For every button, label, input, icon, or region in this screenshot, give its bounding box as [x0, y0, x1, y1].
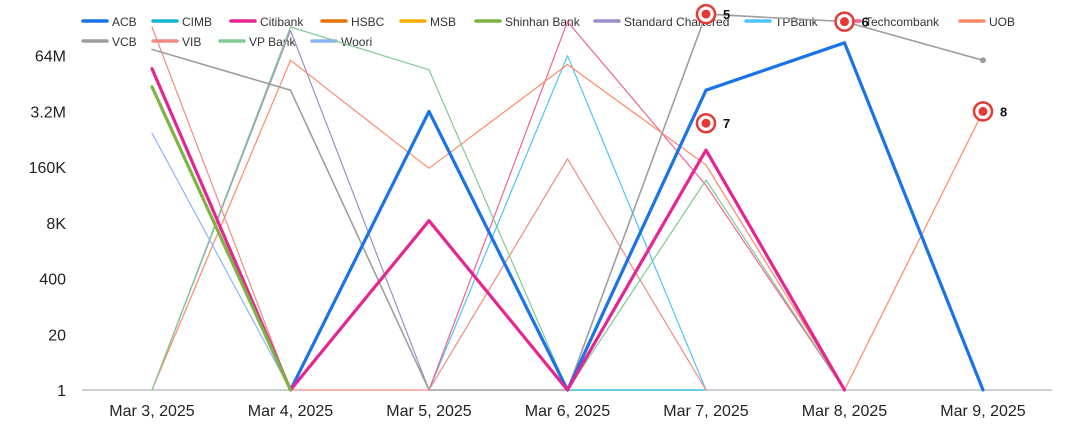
legend-item-uob: UOB	[958, 15, 1015, 29]
legend-label: MSB	[430, 15, 456, 29]
y-tick-label: 64M	[35, 49, 66, 66]
annotation-marker-7: 7	[695, 112, 730, 134]
legend-label: CIMB	[182, 15, 212, 29]
x-tick-label: Mar 4, 2025	[248, 403, 333, 420]
legend-label: Techcombank	[865, 15, 940, 29]
series-line-techcombank	[428, 21, 846, 391]
y-tick-label: 3.2M	[30, 104, 66, 121]
x-tick-label: Mar 9, 2025	[940, 403, 1025, 420]
series-line-vcb	[151, 13, 984, 391]
legend-item-vib: VIB	[151, 35, 201, 49]
annotation-label: 5	[723, 7, 730, 22]
y-tick-label: 8K	[46, 216, 66, 233]
x-tick-label: Mar 6, 2025	[525, 403, 610, 420]
y-tick-label: 1	[57, 383, 66, 400]
legend-label: ACB	[112, 15, 137, 29]
legend-label: VP Bank	[249, 35, 296, 49]
legend-item-hsbc: HSBC	[320, 15, 385, 29]
series-line-acb	[288, 41, 985, 392]
annotation-label: 7	[723, 116, 730, 131]
legend-item-acb: ACB	[81, 15, 137, 29]
annotation-marker-6: 6	[834, 11, 869, 32]
legend-label: TPBank	[775, 15, 819, 29]
legend-item-shinhan-bank: Shinhan Bank	[474, 15, 581, 29]
annotation-dot	[701, 9, 711, 19]
legend-label: VIB	[182, 35, 201, 49]
series-line-vp-bank	[151, 26, 846, 391]
legend-label: UOB	[989, 15, 1015, 29]
x-tick-label: Mar 3, 2025	[109, 403, 194, 420]
legend-label: Shinhan Bank	[505, 15, 581, 29]
legend-item-citibank: Citibank	[229, 15, 304, 29]
annotation-label: 8	[1000, 104, 1007, 119]
series-line-uob	[151, 59, 984, 391]
legend-label: HSBC	[351, 15, 385, 29]
legend-item-msb: MSB	[399, 15, 456, 29]
annotation-marker-5: 5	[695, 3, 730, 25]
legend-label: VCB	[112, 35, 137, 49]
annotation-dot	[978, 106, 988, 116]
annotation-dot	[701, 118, 711, 128]
x-tick-label: Mar 7, 2025	[663, 403, 748, 420]
legend-label: Citibank	[260, 15, 304, 29]
y-tick-label: 400	[39, 272, 66, 289]
x-tick-label: Mar 5, 2025	[386, 403, 471, 420]
series-line-vib	[151, 26, 707, 391]
annotation-label: 6	[862, 15, 869, 30]
series-point-vcb	[980, 57, 986, 64]
y-tick-label: 160K	[29, 160, 67, 177]
series-line-shinhan-bank	[150, 85, 293, 392]
legend-item-vcb: VCB	[81, 35, 137, 49]
annotation-dot	[840, 17, 849, 27]
series-line-woori	[151, 132, 292, 391]
y-tick-label: 20	[48, 327, 66, 344]
x-tick-label: Mar 8, 2025	[802, 403, 887, 420]
legend-item-cimb: CIMB	[151, 15, 212, 29]
annotation-marker-8: 8	[972, 101, 1007, 122]
legend-item-woori: Woori	[310, 35, 372, 49]
